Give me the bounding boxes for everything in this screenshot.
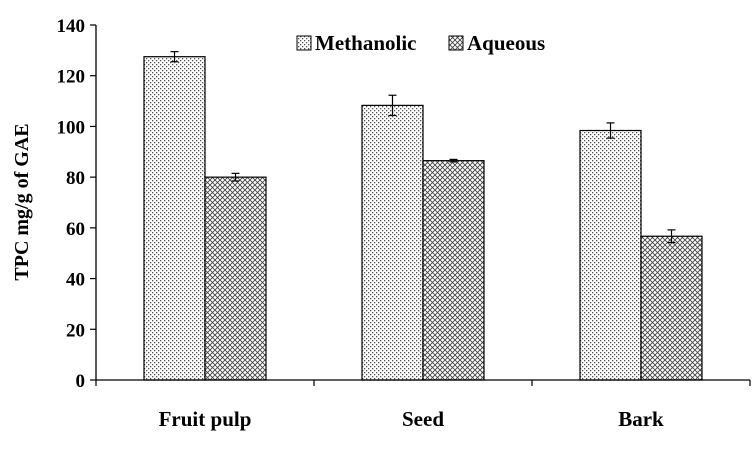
y-tick-label: 120 [57,67,86,88]
error-bar [170,51,179,63]
bar-methanolic-fruit-pulp [143,56,206,381]
y-tick-label: 0 [76,371,86,392]
bar-methanolic-bark [579,129,642,381]
y-tick-label: 100 [57,117,86,138]
error-bar [667,229,676,244]
error-bars [170,51,676,244]
axes [95,25,750,381]
error-bar [449,158,458,163]
legend: Methanolic Aqueous [296,31,545,55]
x-axis-ticks: Fruit pulp Seed Bark [95,380,751,431]
y-axis-ticks: 0 20 40 60 80 100 120 140 [57,16,96,392]
x-category-label: Bark [618,407,664,431]
bar-aqueous-fruit-pulp [204,176,267,381]
error-bar [231,172,240,182]
bars [143,56,703,381]
y-axis-label: TPC mg/g of GAE [11,123,33,280]
bar-methanolic-seed [361,104,424,381]
bar-aqueous-seed [422,160,485,381]
error-bar [606,122,615,139]
y-tick-label: 80 [66,168,85,189]
x-category-label: Seed [402,407,444,431]
legend-swatch-methanolic [296,35,312,51]
legend-swatch-aqueous [448,35,464,51]
error-bar [388,94,397,117]
legend-label-aqueous: Aqueous [467,31,545,55]
y-tick-label: 140 [57,16,86,37]
y-tick-label: 20 [66,320,85,341]
bar-aqueous-bark [640,235,703,381]
x-category-label: Fruit pulp [159,407,252,431]
legend-label-methanolic: Methanolic [315,31,416,55]
y-tick-label: 40 [66,270,85,291]
y-tick-label: 60 [66,219,85,240]
